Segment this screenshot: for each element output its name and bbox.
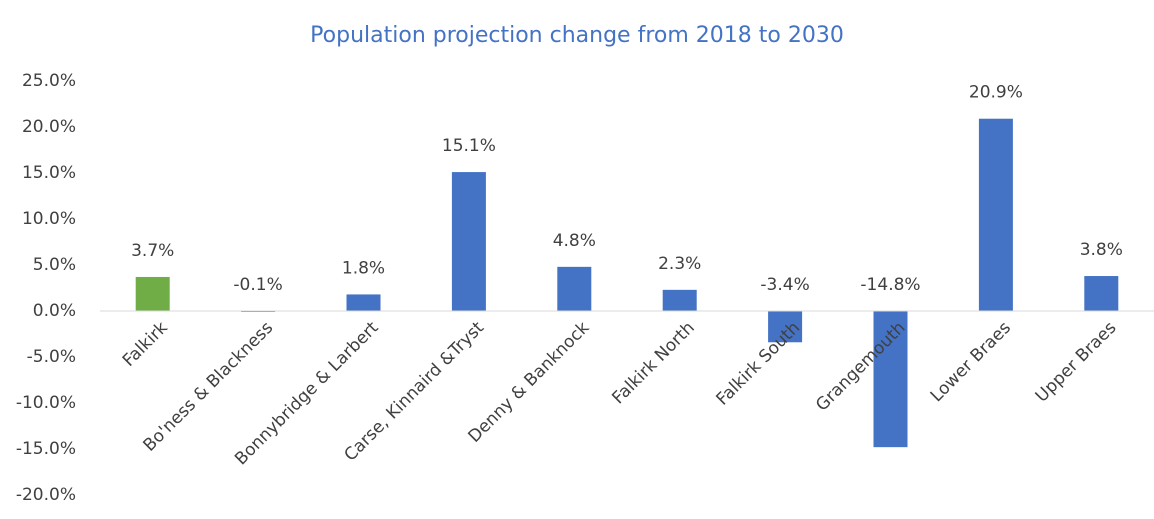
y-tick-label: 10.0% [22,209,76,229]
data-label: -0.1% [233,275,282,295]
data-label: 20.9% [969,83,1023,103]
y-tick-label: -10.0% [16,393,76,413]
bar [557,266,592,311]
data-label: 3.7% [131,241,174,261]
y-tick-label: 0.0% [33,301,76,321]
x-tick-label: Falkirk [119,318,172,371]
chart-title: Population projection change from 2018 t… [310,23,844,48]
bar [873,311,908,448]
y-tick-label: 20.0% [22,117,76,137]
bar [978,118,1013,311]
bar [346,294,381,311]
data-label: -3.4% [760,275,809,295]
data-label: 2.3% [658,254,701,274]
y-tick-label: -20.0% [16,485,76,505]
x-tick-label: Falkirk North [608,318,698,408]
bar [451,172,486,311]
bar [1084,276,1119,311]
data-label: 1.8% [342,258,385,278]
data-label: 15.1% [442,136,496,156]
y-tick-label: 25.0% [22,71,76,91]
data-label: 3.8% [1080,240,1123,260]
x-tick-label: Lower Braes [927,318,1015,406]
data-label: -14.8% [860,275,920,295]
y-tick-label: 15.0% [22,163,76,183]
y-tick-label: -5.0% [27,347,76,367]
y-tick-label: -15.0% [16,439,76,459]
bar [768,311,803,343]
x-tick-label: Upper Braes [1032,318,1121,407]
x-tick-label: Denny & Banknock [464,318,593,447]
bar [135,276,170,311]
y-tick-label: 5.0% [33,255,76,275]
bar [662,289,697,311]
data-label: 4.8% [553,231,596,251]
x-tick-label: Falkirk South [713,318,805,410]
